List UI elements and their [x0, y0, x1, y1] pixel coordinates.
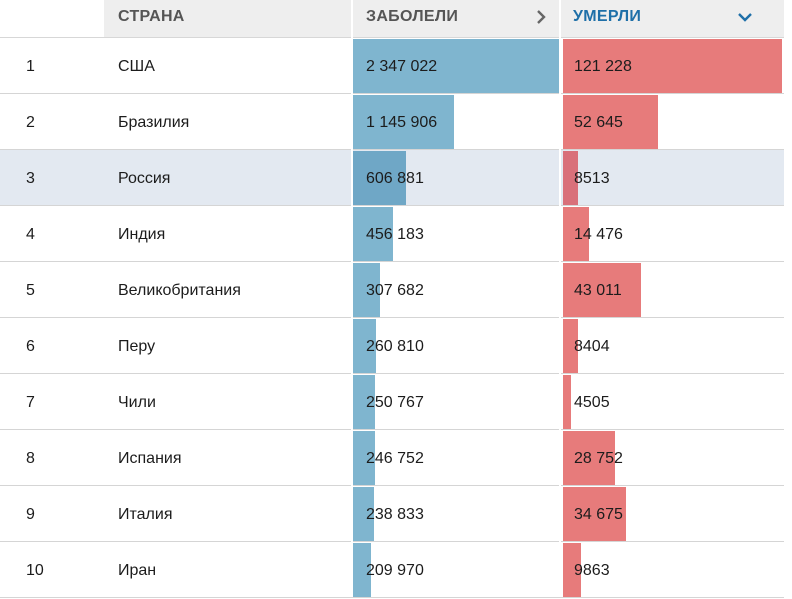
table-row[interactable]: 9 Италия 238 833 34 675 — [0, 486, 784, 542]
country-cell: Испания — [118, 450, 182, 467]
country-cell: США — [118, 58, 155, 75]
rank-cell: 8 — [26, 450, 35, 467]
rank-cell: 2 — [26, 114, 35, 131]
rank-cell: 5 — [26, 282, 35, 299]
header-rank — [0, 0, 104, 37]
cases-cell: 2 347 022 — [366, 58, 438, 75]
header-cases-label: ЗАБОЛЕЛИ — [366, 8, 459, 25]
table-row[interactable]: 2 Бразилия 1 145 906 52 645 — [0, 94, 784, 150]
deaths-cell: 14 476 — [574, 226, 623, 243]
header-country[interactable]: СТРАНА — [104, 0, 351, 37]
country-cell: Индия — [118, 226, 166, 243]
cases-cell: 307 682 — [366, 282, 424, 299]
cases-cell: 209 970 — [366, 562, 424, 579]
table-row[interactable]: 1 США 2 347 022 121 228 — [0, 38, 784, 94]
country-cell: Великобритания — [118, 282, 241, 299]
cases-cell: 250 767 — [366, 394, 424, 411]
rank-cell: 10 — [26, 562, 44, 579]
rank-cell: 3 — [26, 170, 35, 187]
cases-bar — [353, 319, 376, 373]
cases-bar — [353, 207, 393, 261]
table-row[interactable]: 6 Перу 260 810 8404 — [0, 318, 784, 374]
column-divider — [559, 0, 561, 583]
header-cases-sort[interactable]: ЗАБОЛЕЛИ — [353, 0, 559, 37]
header-country-label: СТРАНА — [118, 8, 185, 25]
rank-cell: 1 — [26, 58, 35, 75]
country-cell: Перу — [118, 338, 156, 355]
deaths-bar — [563, 375, 571, 429]
deaths-bar — [563, 207, 589, 261]
deaths-cell: 28 752 — [574, 450, 623, 467]
deaths-cell: 4505 — [574, 394, 610, 411]
deaths-bar — [563, 151, 578, 205]
deaths-bar — [563, 487, 626, 541]
cases-bar — [353, 263, 380, 317]
deaths-cell: 52 645 — [574, 114, 623, 131]
rank-cell: 9 — [26, 506, 35, 523]
cases-bar — [353, 95, 454, 149]
header-deaths-sort[interactable]: УМЕРЛИ — [561, 0, 784, 37]
deaths-bar — [563, 95, 658, 149]
deaths-bar — [563, 39, 782, 93]
country-cell: Иран — [118, 562, 157, 579]
table-row[interactable]: 8 Испания 246 752 28 752 — [0, 430, 784, 486]
deaths-cell: 121 228 — [574, 58, 632, 75]
column-divider — [351, 0, 353, 583]
cases-bar — [353, 151, 406, 205]
deaths-bar — [563, 431, 615, 485]
cases-cell: 260 810 — [366, 338, 424, 355]
deaths-cell: 43 011 — [574, 282, 622, 299]
cases-bar — [353, 487, 374, 541]
cases-bar — [353, 375, 375, 429]
table-row[interactable]: 5 Великобритания 307 682 43 011 — [0, 262, 784, 318]
deaths-bar — [563, 319, 578, 373]
cases-cell: 246 752 — [366, 450, 424, 467]
table-row[interactable]: 10 Иран 209 970 9863 — [0, 542, 784, 598]
rank-cell: 4 — [26, 226, 35, 243]
cases-cell: 606 881 — [366, 170, 424, 187]
country-cell: Чили — [118, 394, 156, 411]
header-deaths-label: УМЕРЛИ — [573, 8, 642, 25]
country-cell: Россия — [118, 170, 171, 187]
chevron-right-icon — [537, 10, 546, 24]
deaths-bar — [563, 263, 641, 317]
country-cell: Италия — [118, 506, 173, 523]
deaths-cell: 9863 — [574, 562, 610, 579]
deaths-cell: 34 675 — [574, 506, 623, 523]
cases-cell: 238 833 — [366, 506, 424, 523]
cases-bar — [353, 39, 559, 93]
table-row[interactable]: 4 Индия 456 183 14 476 — [0, 206, 784, 262]
chevron-down-icon — [738, 13, 752, 22]
cases-cell: 1 145 906 — [366, 114, 438, 131]
deaths-cell: 8404 — [574, 338, 610, 355]
cases-bar — [353, 431, 375, 485]
deaths-cell: 8513 — [574, 170, 610, 187]
country-cell: Бразилия — [118, 114, 190, 131]
rank-cell: 6 — [26, 338, 35, 355]
table-row[interactable]: 3 Россия 606 881 8513 — [0, 150, 784, 206]
rank-cell: 7 — [26, 394, 35, 411]
table-row[interactable]: 7 Чили 250 767 4505 — [0, 374, 784, 430]
cases-cell: 456 183 — [366, 226, 424, 243]
table-header: СТРАНА ЗАБОЛЕЛИ УМЕРЛИ — [0, 0, 784, 38]
